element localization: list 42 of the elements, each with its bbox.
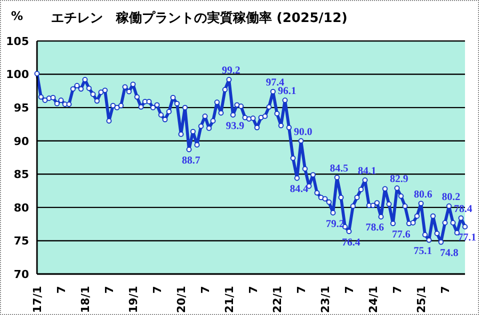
y-axis-title: % <box>11 9 24 23</box>
data-label: 77.1 <box>458 232 476 244</box>
data-label: 78.6 <box>366 222 384 234</box>
data-label: 75.1 <box>414 246 432 258</box>
x-tick-label: 18/1 <box>79 286 92 313</box>
x-tick-label: 7 <box>55 286 68 294</box>
x-tick-label: 7 <box>103 286 116 294</box>
x-tick-label: 21/1 <box>223 286 236 313</box>
data-label: 80.6 <box>414 189 432 200</box>
x-tick-label: 7 <box>391 286 404 294</box>
chart-title: エチレン 稼働プラントの実質稼働率 (2025/12) <box>51 10 348 27</box>
y-tick-label: 75 <box>14 234 29 248</box>
x-tick-label: 25/1 <box>415 286 428 313</box>
x-tick-label: 22/1 <box>271 286 284 313</box>
x-tick-label: 19/1 <box>127 286 140 313</box>
x-tick-label: 24/1 <box>367 286 380 313</box>
data-label: 93.9 <box>226 120 244 132</box>
y-tick-label: 70 <box>14 268 30 281</box>
y-tick-label: 95 <box>14 101 29 114</box>
data-label: 74.8 <box>440 248 458 260</box>
x-tick-label: 20/1 <box>175 286 188 313</box>
x-tick-label: 7 <box>199 286 212 294</box>
x-tick-label: 7 <box>295 286 308 294</box>
data-label: 80.2 <box>442 192 460 204</box>
data-label: 84.4 <box>290 184 309 196</box>
data-label: 88.7 <box>182 156 200 167</box>
y-tick-label: 85 <box>14 168 29 182</box>
data-label: 96.1 <box>278 86 296 98</box>
data-label: 84.5 <box>330 163 348 174</box>
x-tick-label: 7 <box>343 286 356 294</box>
data-label: 82.9 <box>390 174 408 186</box>
y-tick-label: 90 <box>14 134 30 148</box>
data-label: 77.6 <box>392 229 410 240</box>
y-tick-label: 80 <box>14 201 30 214</box>
x-tick-label: 17/1 <box>31 286 44 313</box>
x-tick-label: 23/1 <box>319 286 332 313</box>
x-tick-label: 7 <box>247 286 260 294</box>
x-tick-label: 7 <box>439 286 452 294</box>
data-label: 90.0 <box>294 126 312 138</box>
y-tick-label: 105 <box>6 34 29 48</box>
y-tick-label: 100 <box>6 68 30 82</box>
x-tick-label: 7 <box>151 286 164 294</box>
